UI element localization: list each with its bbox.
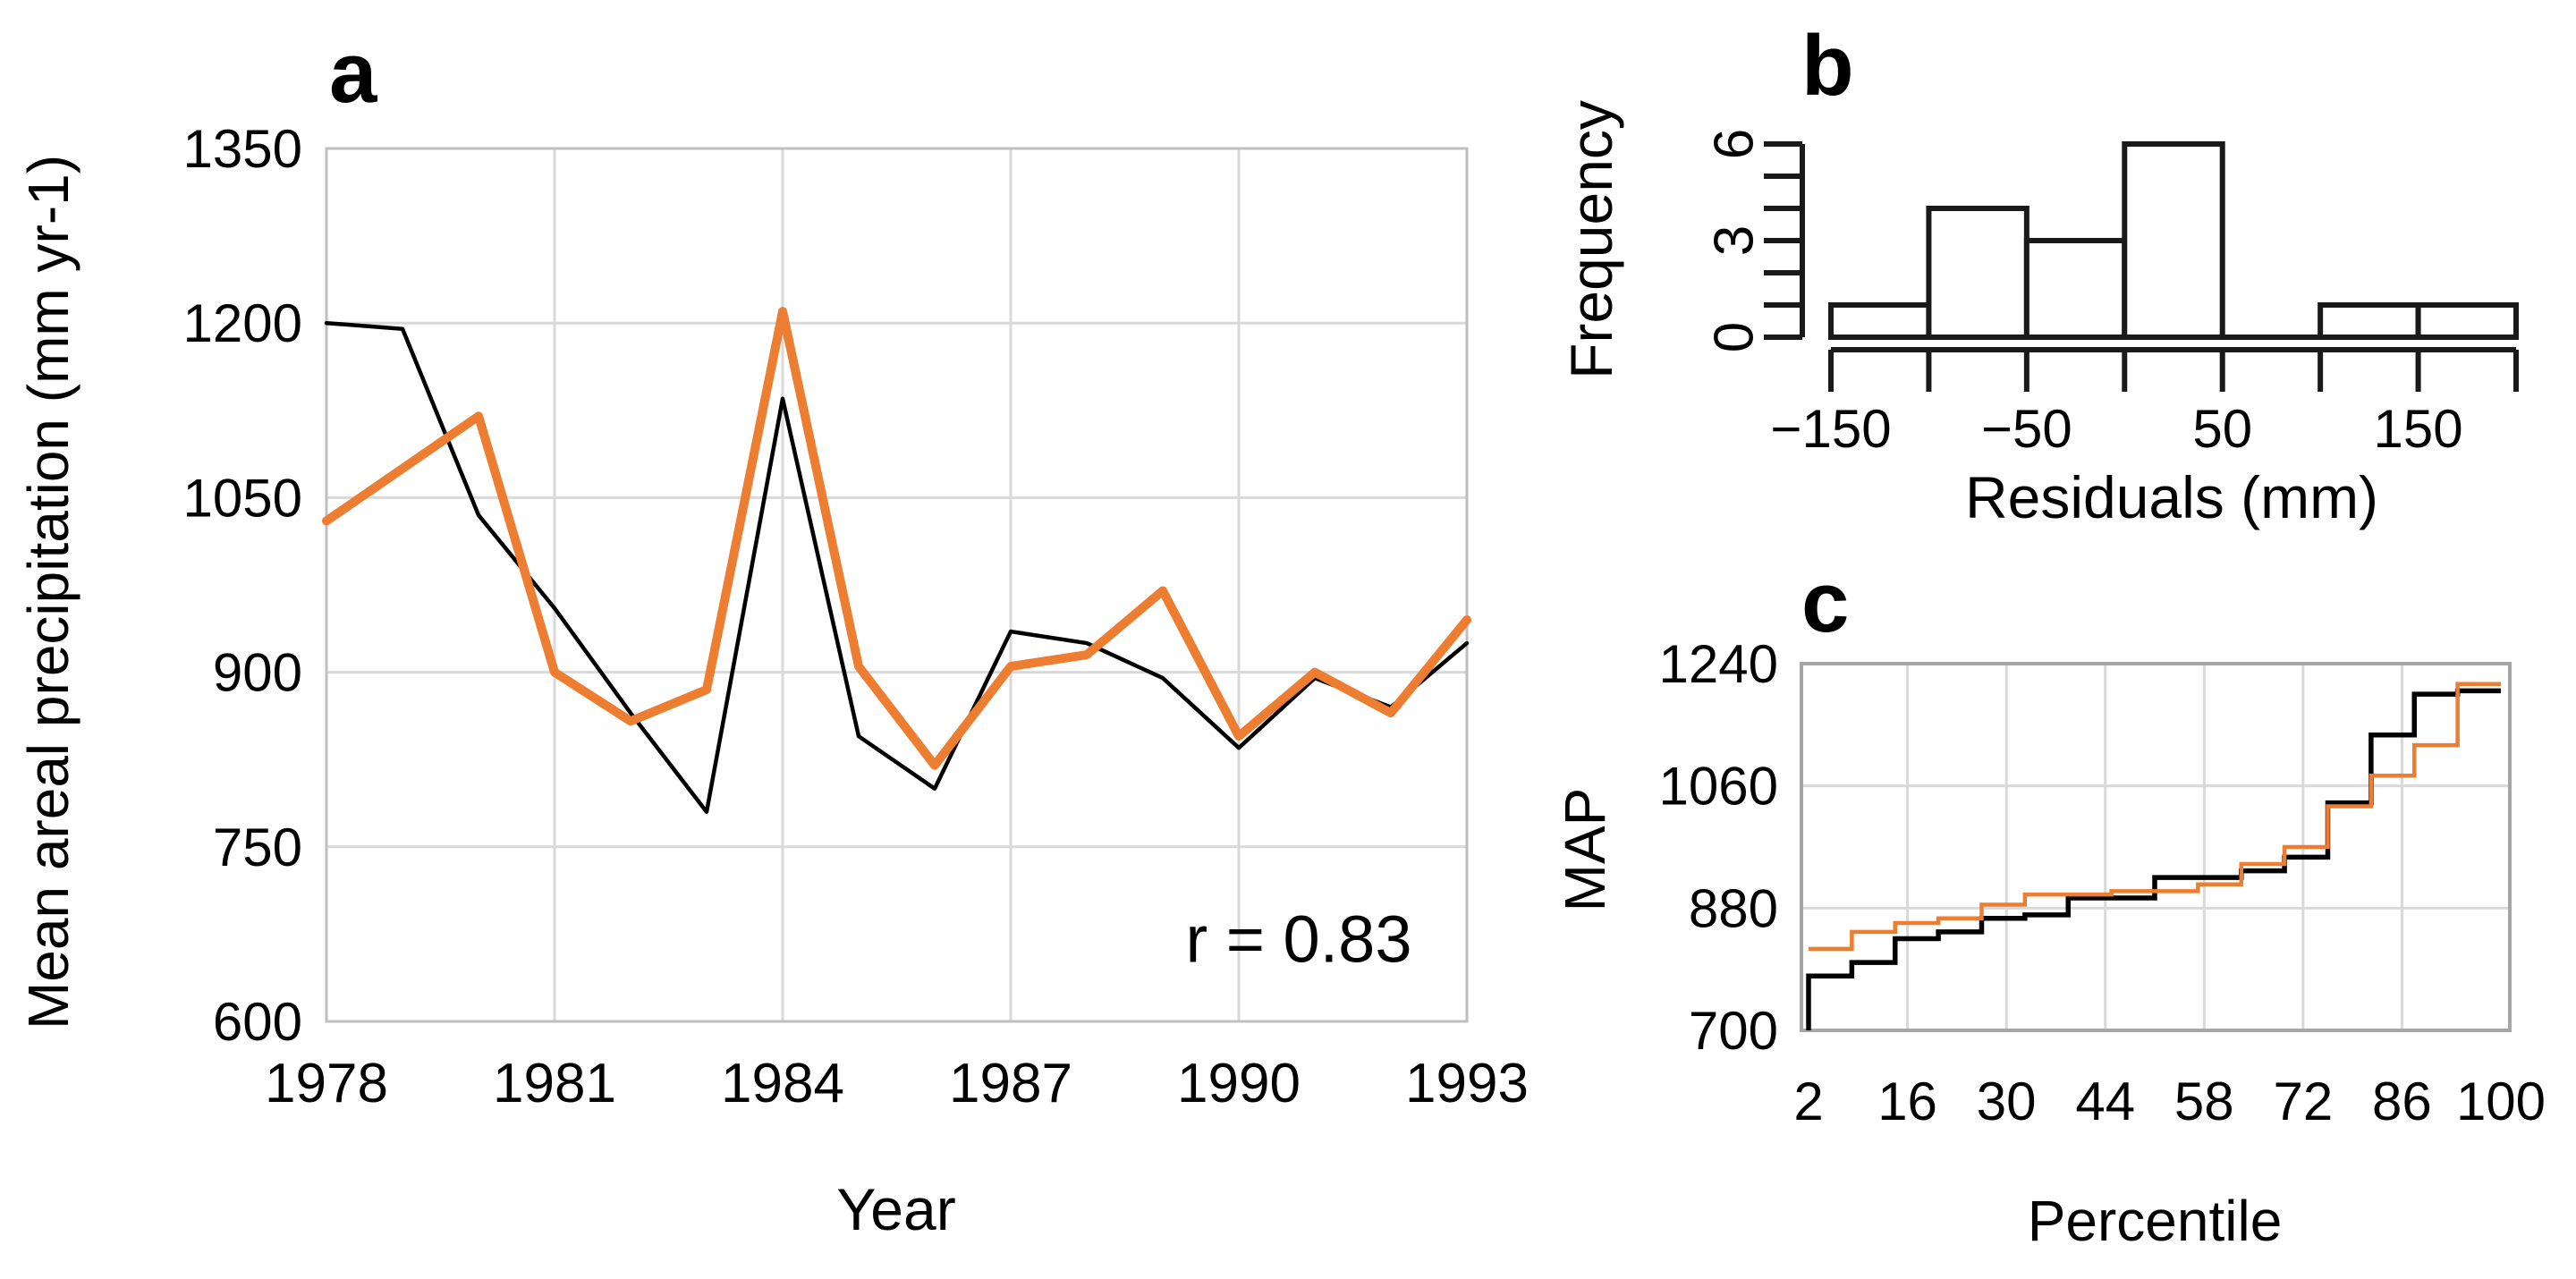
x-tick-label: 1993 — [1405, 1053, 1529, 1114]
correlation-annotation: r = 0.83 — [1185, 902, 1412, 977]
y-tick-label: 1050 — [183, 468, 302, 528]
x-tick-label: 150 — [2374, 399, 2463, 459]
black-step-line — [1806, 688, 2501, 1030]
x-tick-label: 1987 — [949, 1053, 1072, 1114]
panel-a-x-axis-title: Year — [836, 1176, 956, 1242]
y-tick-label: 6 — [1704, 129, 1766, 159]
x-tick-label: 1990 — [1177, 1053, 1301, 1114]
x-tick-label: 1984 — [721, 1053, 844, 1114]
y-tick-label: 900 — [213, 643, 302, 703]
x-tick-label: 2 — [1793, 1071, 1823, 1131]
black-series-line — [324, 320, 1470, 815]
histogram-bar — [2415, 302, 2520, 340]
panel-c-border — [1800, 662, 2512, 1032]
histogram-bar — [2318, 302, 2421, 340]
y-tick-label: 750 — [213, 817, 302, 877]
x-tick-label: 16 — [1877, 1071, 1937, 1131]
panel-c-label: c — [1801, 555, 1850, 650]
x-tick-label: 72 — [2273, 1071, 2333, 1131]
x-tick-label: 30 — [1977, 1071, 2037, 1131]
x-tick-label: 50 — [2192, 399, 2252, 459]
panel-a-border — [325, 147, 1469, 1023]
x-tick-label: −50 — [1981, 399, 2072, 459]
x-tick-label: −150 — [1770, 399, 1891, 459]
y-tick-label: 600 — [213, 992, 302, 1052]
y-tick-label: 1060 — [1659, 757, 1778, 817]
orange-series-line — [322, 307, 1471, 770]
orange-step-line — [1809, 682, 2501, 952]
panel-c-y-axis-title: MAP — [1553, 787, 1617, 912]
x-tick-label: 58 — [2174, 1071, 2234, 1131]
x-tick-label: 1981 — [493, 1053, 616, 1114]
y-tick-label: 880 — [1689, 878, 1778, 938]
panel-c-plot: 700 880 1060 1240 2 16 30 44 58 72 86 100 — [1659, 634, 2546, 1131]
panel-a-label: a — [329, 25, 377, 121]
y-tick-label: 0 — [1704, 322, 1766, 352]
panel-b-plot: −150 −50 50 150 0 3 6 — [1704, 129, 2520, 459]
histogram-bar — [1828, 302, 1932, 340]
histogram-bar — [1926, 206, 2029, 340]
y-tick-label: 1200 — [183, 293, 302, 353]
histogram-bar — [2023, 238, 2128, 340]
panel-b-x-axis-title: Residuals (mm) — [1964, 464, 2379, 530]
y-tick-label: 3 — [1704, 225, 1766, 256]
panel-a-y-axis-title: Mean areal precipitation (mm yr-1) — [16, 154, 80, 1030]
y-tick-label: 1350 — [183, 119, 302, 179]
x-tick-label: 44 — [2075, 1071, 2135, 1131]
x-tick-label: 86 — [2372, 1071, 2432, 1131]
panel-a-plot: 600 750 900 1050 1200 1350 1978 1981 1984 1987 199… — [183, 119, 1529, 1114]
x-tick-label: 1978 — [265, 1053, 388, 1114]
y-tick-label: 1240 — [1659, 634, 1778, 694]
y-tick-label: 700 — [1689, 1001, 1778, 1061]
histogram-bar — [2122, 141, 2225, 340]
panel-c-x-axis-title: Percentile — [2027, 1189, 2283, 1253]
x-tick-label: 100 — [2456, 1071, 2546, 1131]
panel-b-label: b — [1801, 18, 1854, 114]
panel-b-y-axis-title: Frequency — [1558, 100, 1624, 379]
